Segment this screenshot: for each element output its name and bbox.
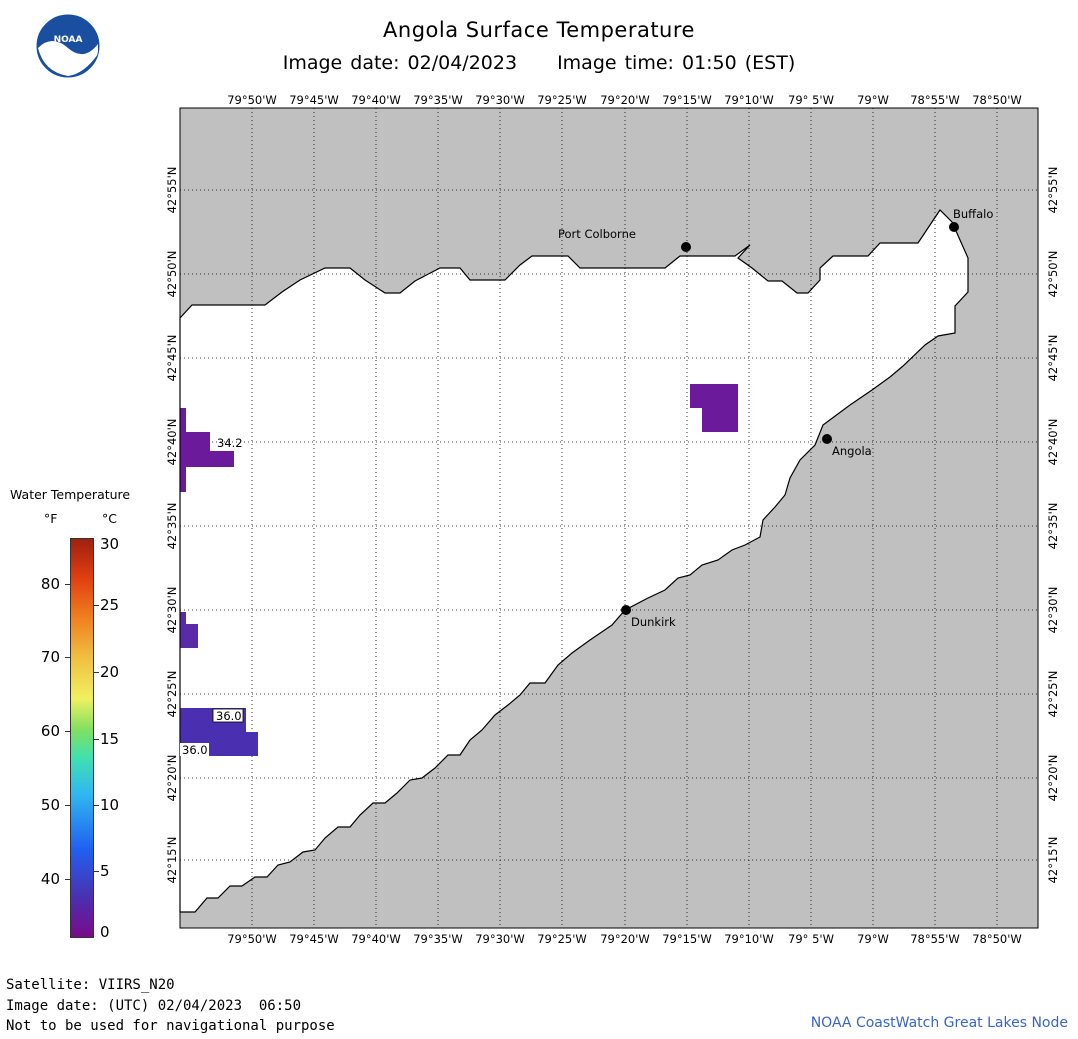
angola-marker-icon	[822, 434, 832, 444]
legend-unit-f: °F	[44, 511, 58, 526]
footer-disclaimer: Not to be used for navigational purpose	[6, 1018, 335, 1034]
svg-text:79°W: 79°W	[857, 932, 889, 946]
lat-axis-left: 42°55'N 42°50'N 42°45'N 42°40'N 42°35'N …	[165, 167, 179, 884]
city-buffalo: Buffalo	[953, 207, 993, 221]
footer-credit: NOAA CoastWatch Great Lakes Node	[810, 1015, 1068, 1031]
image-time: Image time: 01:50 (EST)	[557, 52, 796, 74]
svg-text:79°10'W: 79°10'W	[724, 932, 774, 946]
svg-text:42°25'N: 42°25'N	[165, 671, 179, 718]
map-subtitle: Image date: 02/04/2023 Image time: 01:50 …	[0, 52, 1078, 74]
svg-text:42°45'N: 42°45'N	[165, 335, 179, 382]
svg-text:78°50'W: 78°50'W	[972, 93, 1022, 107]
legend-unit-c: °C	[102, 511, 117, 526]
svg-text:79° 5'W: 79° 5'W	[788, 932, 834, 946]
lake-erie-water	[179, 209, 969, 913]
noaa-logo-icon: NOAA	[36, 14, 100, 78]
legend-f-label: 40	[40, 870, 60, 888]
svg-text:42°45'N: 42°45'N	[1046, 335, 1060, 382]
footer-utc-date: Image date: (UTC) 02/04/2023 06:50	[6, 997, 302, 1014]
svg-text:79°35'W: 79°35'W	[413, 93, 463, 107]
legend-f-label: 50	[40, 796, 60, 814]
city-dunkirk: Dunkirk	[631, 615, 676, 629]
temp-cell	[702, 408, 738, 432]
svg-text:42°20'N: 42°20'N	[1046, 755, 1060, 802]
temp-cell	[180, 432, 210, 467]
legend-c-label: 25	[100, 596, 120, 614]
temp-label-360-b: 36.0	[182, 743, 208, 757]
legend-c-label: 15	[100, 730, 120, 748]
svg-text:79°20'W: 79°20'W	[600, 93, 650, 107]
svg-text:78°55'W: 78°55'W	[910, 932, 960, 946]
svg-text:79°W: 79°W	[857, 93, 889, 107]
dunkirk-marker-icon	[621, 605, 631, 615]
svg-text:42°15'N: 42°15'N	[165, 837, 179, 884]
svg-text:79° 5'W: 79° 5'W	[788, 93, 834, 107]
map-title: Angola Surface Temperature	[383, 18, 695, 42]
image-date: Image date: 02/04/2023	[282, 52, 518, 74]
svg-text:79°25'W: 79°25'W	[537, 932, 587, 946]
buffalo-marker-icon	[949, 222, 959, 232]
city-angola: Angola	[832, 444, 872, 458]
svg-text:42°50'N: 42°50'N	[165, 251, 179, 298]
legend-f-label: 70	[40, 648, 60, 666]
footer-info: Satellite: VIIRS_N20 Image date: (UTC) 0…	[6, 975, 335, 1037]
legend-title: Water Temperature	[10, 487, 131, 502]
lat-axis-right: 42°55'N 42°50'N 42°45'N 42°40'N 42°35'N …	[1046, 167, 1060, 884]
svg-text:79°15'W: 79°15'W	[662, 93, 712, 107]
legend-c-label: 5	[100, 862, 110, 880]
lon-axis-top: 79°50'W 79°45'W 79°40'W 79°35'W 79°30'W …	[227, 93, 1022, 107]
svg-text:42°55'N: 42°55'N	[1046, 167, 1060, 214]
svg-text:79°45'W: 79°45'W	[289, 932, 339, 946]
temp-cell	[186, 624, 198, 648]
svg-text:42°50'N: 42°50'N	[1046, 251, 1060, 298]
svg-text:79°30'W: 79°30'W	[475, 932, 525, 946]
legend-c-label: 30	[100, 535, 120, 553]
svg-text:79°50'W: 79°50'W	[227, 932, 277, 946]
legend-c-label: 10	[100, 796, 120, 814]
legend-c-label: 0	[100, 923, 110, 941]
svg-text:NOAA: NOAA	[54, 35, 83, 45]
temperature-colorbar	[70, 538, 94, 938]
svg-text:42°40'N: 42°40'N	[165, 419, 179, 466]
svg-text:79°50'W: 79°50'W	[227, 93, 277, 107]
svg-text:78°50'W: 78°50'W	[972, 932, 1022, 946]
svg-text:42°30'N: 42°30'N	[1046, 587, 1060, 634]
svg-text:79°40'W: 79°40'W	[351, 932, 401, 946]
svg-text:79°45'W: 79°45'W	[289, 93, 339, 107]
svg-text:42°35'N: 42°35'N	[165, 503, 179, 550]
svg-text:79°20'W: 79°20'W	[600, 932, 650, 946]
svg-text:42°30'N: 42°30'N	[165, 587, 179, 634]
footer-satellite: Satellite: VIIRS_N20	[6, 977, 175, 993]
temperature-labels: 34.2 36.0 36.0	[180, 436, 244, 757]
lon-axis-bottom: 79°50'W 79°45'W 79°40'W 79°35'W 79°30'W …	[227, 932, 1022, 946]
svg-text:79°15'W: 79°15'W	[662, 932, 712, 946]
legend-f-label: 80	[40, 575, 60, 593]
svg-text:79°10'W: 79°10'W	[724, 93, 774, 107]
map-frame	[179, 107, 1039, 929]
legend-f-label: 60	[40, 722, 60, 740]
svg-text:79°35'W: 79°35'W	[413, 932, 463, 946]
svg-text:42°15'N: 42°15'N	[1046, 837, 1060, 884]
city-markers: Port Colborne Buffalo Angola Dunkirk	[558, 207, 993, 629]
svg-text:42°55'N: 42°55'N	[165, 167, 179, 214]
temp-cell	[210, 732, 258, 756]
legend-c-label: 20	[100, 663, 120, 681]
svg-text:42°35'N: 42°35'N	[1046, 503, 1060, 550]
temp-cell	[210, 451, 234, 467]
svg-text:79°40'W: 79°40'W	[351, 93, 401, 107]
svg-text:78°55'W: 78°55'W	[910, 93, 960, 107]
svg-text:42°20'N: 42°20'N	[165, 755, 179, 802]
svg-text:42°25'N: 42°25'N	[1046, 671, 1060, 718]
svg-text:79°30'W: 79°30'W	[475, 93, 525, 107]
port-colborne-marker-icon	[681, 242, 691, 252]
svg-text:42°40'N: 42°40'N	[1046, 419, 1060, 466]
svg-text:79°25'W: 79°25'W	[537, 93, 587, 107]
temp-label-360-a: 36.0	[216, 709, 242, 723]
temp-label-342: 34.2	[217, 436, 243, 450]
city-port-colborne: Port Colborne	[558, 227, 636, 241]
temp-cell	[690, 384, 738, 408]
temp-cell	[180, 612, 186, 648]
map-grid	[180, 108, 1038, 928]
